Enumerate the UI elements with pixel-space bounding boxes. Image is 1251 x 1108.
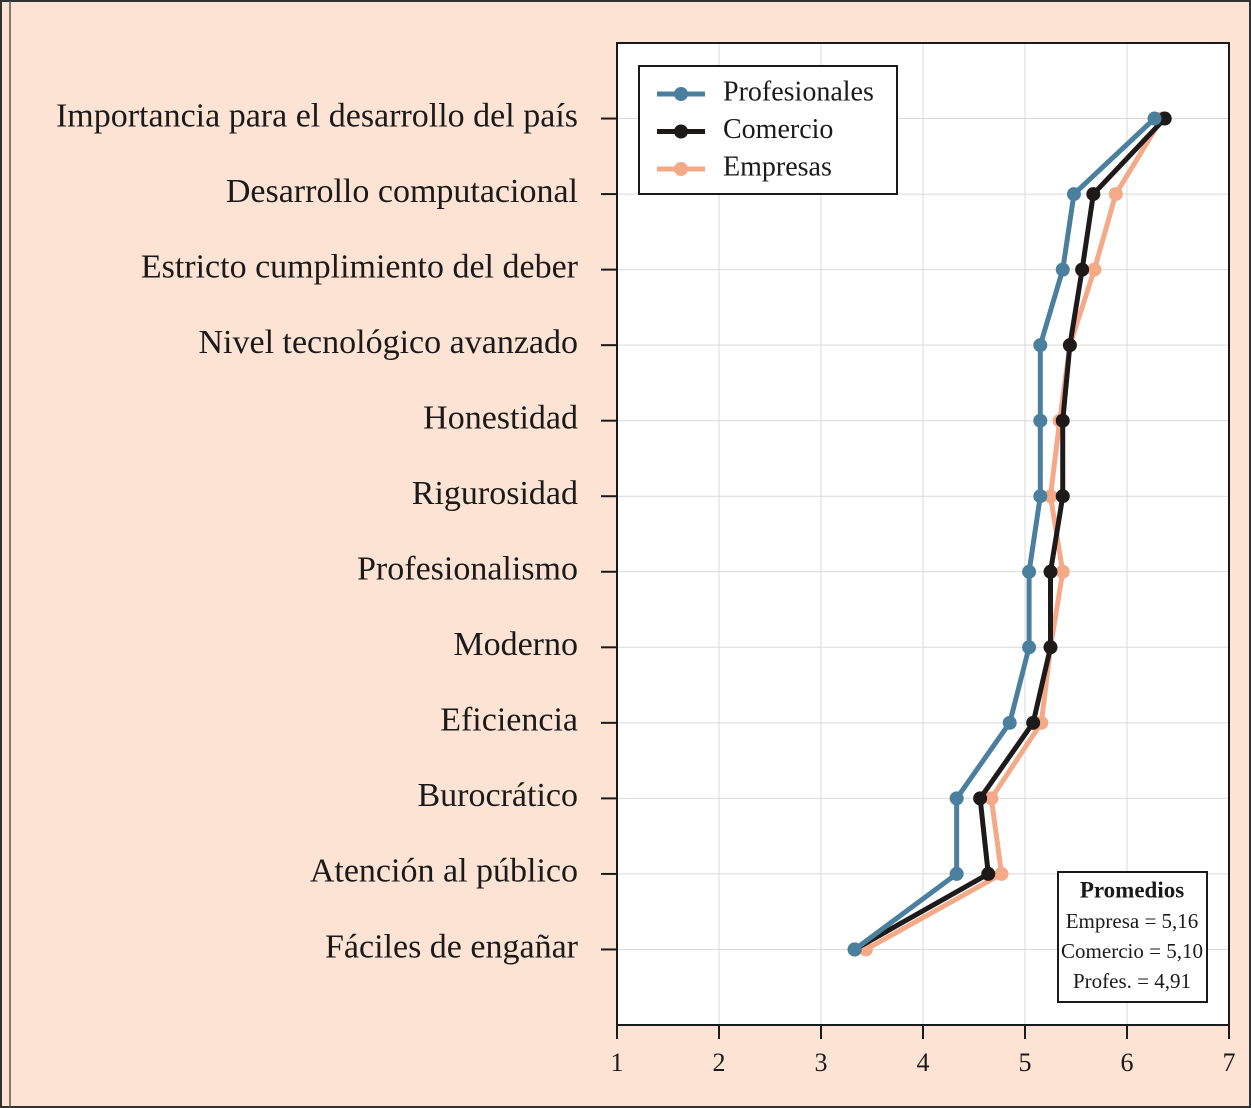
x-tick-label: 2 [713, 1048, 726, 1077]
annotation-line: Comercio = 5,10 [1061, 939, 1203, 963]
legend-marker [674, 87, 688, 101]
data-point [1062, 338, 1077, 353]
y-tick-label: Importancia para el desarrollo del país [56, 97, 578, 134]
y-tick-label: Rigurosidad [412, 475, 578, 512]
x-tick-label: 4 [917, 1048, 930, 1077]
y-tick-label: Fáciles de engañar [325, 928, 579, 965]
data-point [1002, 715, 1017, 730]
x-tick-label: 7 [1223, 1048, 1236, 1077]
data-point [1055, 564, 1070, 579]
data-point [1033, 489, 1048, 504]
annotation-title: Promedios [1080, 877, 1184, 902]
data-point [1147, 111, 1162, 126]
data-point [1043, 564, 1058, 579]
data-point [1055, 413, 1070, 428]
y-tick-label: Desarrollo computacional [226, 173, 578, 210]
data-point [1043, 640, 1058, 655]
y-tick-label: Atención al público [310, 853, 578, 890]
data-point [1022, 640, 1037, 655]
data-point [973, 791, 988, 806]
data-point [1043, 489, 1058, 504]
y-tick-label: Moderno [453, 626, 578, 663]
data-point [1075, 262, 1090, 277]
data-point [1055, 262, 1070, 277]
data-point [1055, 489, 1070, 504]
y-tick-label: Honestidad [423, 399, 578, 436]
legend-label: Profesionales [723, 76, 874, 107]
y-tick-label: Burocrático [418, 777, 579, 814]
x-tick-label: 6 [1121, 1048, 1134, 1077]
data-point [1033, 413, 1048, 428]
data-point [1086, 187, 1101, 202]
data-point [1022, 564, 1037, 579]
data-point [1033, 338, 1048, 353]
data-point [847, 942, 862, 957]
legend-label: Comercio [723, 114, 833, 145]
data-point [994, 866, 1009, 881]
annotation-line: Profes. = 4,91 [1073, 969, 1191, 993]
data-point [949, 866, 964, 881]
y-tick-label: Nivel tecnológico avanzado [198, 324, 578, 361]
y-tick-label: Profesionalismo [357, 551, 578, 588]
x-tick-label: 5 [1019, 1048, 1032, 1077]
plot-frame [616, 42, 1230, 1026]
data-point [1157, 111, 1172, 126]
y-tick-label: Eficiencia [440, 702, 578, 739]
data-point [984, 791, 999, 806]
data-point [1087, 262, 1102, 277]
legend-label: Empresas [723, 151, 832, 182]
series-line [853, 116, 1167, 952]
annotation-box [1057, 871, 1208, 1003]
data-point [949, 791, 964, 806]
legend-marker [674, 124, 688, 139]
series-line [853, 116, 1157, 952]
data-point [1066, 187, 1081, 202]
data-point [981, 866, 996, 881]
annotation-line: Empresa = 5,16 [1066, 909, 1199, 933]
data-point [1108, 187, 1123, 202]
y-tick-label: Estricto cumplimiento del deber [141, 248, 579, 285]
legend-marker [674, 162, 688, 176]
data-point [1026, 715, 1041, 730]
x-tick-label: 3 [815, 1048, 828, 1077]
x-tick-label: 1 [611, 1048, 624, 1077]
